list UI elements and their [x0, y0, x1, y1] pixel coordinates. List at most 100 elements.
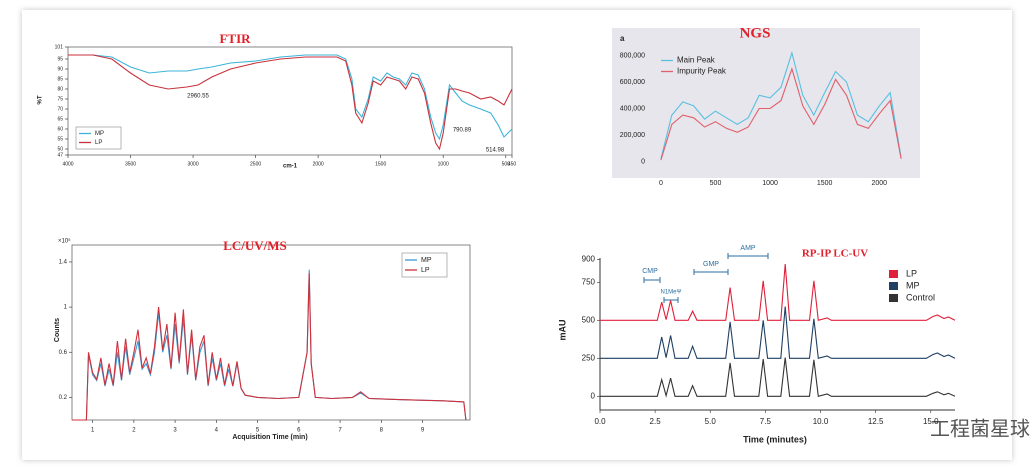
y-tick-label: 95: [57, 56, 63, 62]
x-tick-label: 6: [297, 428, 301, 434]
y-axis-label: Counts: [54, 318, 61, 342]
x-tick-label: 3000: [188, 161, 199, 167]
annotation: N1MeΨ: [660, 290, 681, 296]
y-tick-label: 0: [641, 158, 645, 165]
series-line: [660, 50, 902, 159]
legend-swatch: [889, 270, 898, 278]
legend-label: LP: [906, 268, 917, 278]
y-tick-label: 80: [57, 86, 63, 92]
y-axis-label: %T: [38, 95, 44, 104]
x-tick-label: 12.5: [868, 417, 884, 426]
ngs-panel: [612, 28, 920, 178]
y-tick-label: 0.6: [59, 350, 68, 356]
legend-label: LP: [95, 140, 102, 146]
y-tick-label: 0.2: [59, 395, 68, 401]
y-tick-label: 1: [64, 305, 68, 311]
x-tick-label: 2000: [313, 161, 324, 167]
legend-swatch: [889, 282, 898, 290]
y-tick-label: 101: [55, 44, 64, 50]
y-tick-label: 800,000: [620, 52, 645, 59]
x-tick-label: 1: [91, 428, 95, 434]
y-tick-label: 500: [582, 315, 596, 324]
x-axis-label: cm-1: [283, 164, 298, 170]
y-tick-label: 400,000: [620, 105, 645, 112]
legend-label: Main Peak: [677, 56, 716, 65]
series-line: [68, 54, 513, 141]
x-tick-label: 2000: [871, 180, 887, 187]
legend-label: MP: [421, 257, 432, 264]
x-tick-label: 7: [338, 428, 342, 434]
y-tick-label: 0: [591, 391, 596, 400]
y-tick-label: 85: [57, 76, 63, 82]
legend-label: MP: [95, 131, 104, 137]
x-tick-label: 0.0: [594, 417, 606, 426]
y-tick-label: 50: [57, 146, 63, 152]
annotation: 790.89: [453, 128, 472, 134]
y-tick-label: 750: [582, 277, 596, 286]
x-tick-label: 7.5: [760, 417, 772, 426]
x-tick-label: 4: [215, 428, 219, 434]
chart-title: FTIR: [219, 31, 251, 46]
chart-title: LC/UV/MS: [223, 238, 287, 253]
y-scale-label: ×10⁵: [58, 238, 71, 245]
legend-box: [401, 252, 448, 278]
x-tick-label: 450: [508, 161, 517, 167]
annotation: GMP: [703, 261, 719, 268]
y-tick-label: 900: [582, 255, 596, 264]
x-axis-label: Time (minutes): [743, 434, 807, 444]
x-axis-label: Acquisition Time (min): [232, 434, 307, 441]
y-tick-label: 60: [57, 126, 63, 132]
x-tick-label: 15.0: [923, 417, 939, 426]
x-tick-label: 1000: [762, 180, 778, 187]
legend-label: Control: [906, 292, 935, 302]
y-tick-label: 1.4: [59, 260, 68, 266]
y-tick-label: 55: [57, 136, 63, 142]
x-tick-label: 5.0: [705, 417, 717, 426]
series-line: [660, 66, 902, 161]
chart-title: NGS: [740, 25, 771, 41]
x-tick-label: 5: [256, 428, 260, 434]
x-tick-label: 500: [502, 161, 511, 167]
x-tick-label: 8: [380, 428, 384, 434]
series-line: [72, 273, 467, 421]
legend-box: [75, 126, 122, 150]
x-tick-label: 0: [659, 180, 663, 187]
legend-label: LP: [421, 267, 430, 274]
x-tick-label: 2500: [250, 161, 261, 167]
x-tick-label: 1500: [375, 161, 386, 167]
annotation: AMP: [740, 245, 756, 252]
y-tick-label: 47: [57, 152, 63, 158]
x-tick-label: 10.0: [813, 417, 829, 426]
y-axis-label: mAU: [557, 319, 567, 340]
plot-frame: [67, 46, 513, 156]
y-tick-label: 250: [582, 353, 596, 362]
y-tick-label: 600,000: [620, 79, 645, 86]
x-tick-label: 1000: [438, 161, 449, 167]
plot-frame: [71, 244, 471, 421]
series-line: [600, 306, 956, 359]
x-tick-label: 2: [132, 428, 136, 434]
watermark: 工程菌星球: [930, 417, 1030, 440]
y-tick-label: 70: [57, 106, 63, 112]
annotation-brackets: [643, 253, 769, 303]
legend-swatch: [889, 294, 898, 302]
x-tick-label: 4000: [62, 161, 73, 167]
chart-title: RP-IP LC-UV: [802, 248, 868, 260]
annotation: 514.98: [486, 148, 505, 154]
legend-label: Impurity Peak: [677, 67, 727, 76]
annotation: CMP: [642, 268, 658, 275]
annotation: 2960.55: [187, 94, 209, 100]
series-line: [600, 357, 956, 398]
y-tick-label: 65: [57, 116, 63, 122]
y-tick-label: 75: [57, 96, 63, 102]
legend-label: MP: [906, 280, 920, 290]
x-tick-label: 3: [173, 428, 177, 434]
y-tick-label: 90: [57, 66, 63, 72]
y-tick-label: 200,000: [620, 132, 645, 139]
x-tick-label: 9: [421, 428, 425, 434]
x-tick-label: 2.5: [650, 417, 662, 426]
x-tick-label: 500: [710, 180, 722, 187]
panel-label: a: [620, 34, 625, 43]
